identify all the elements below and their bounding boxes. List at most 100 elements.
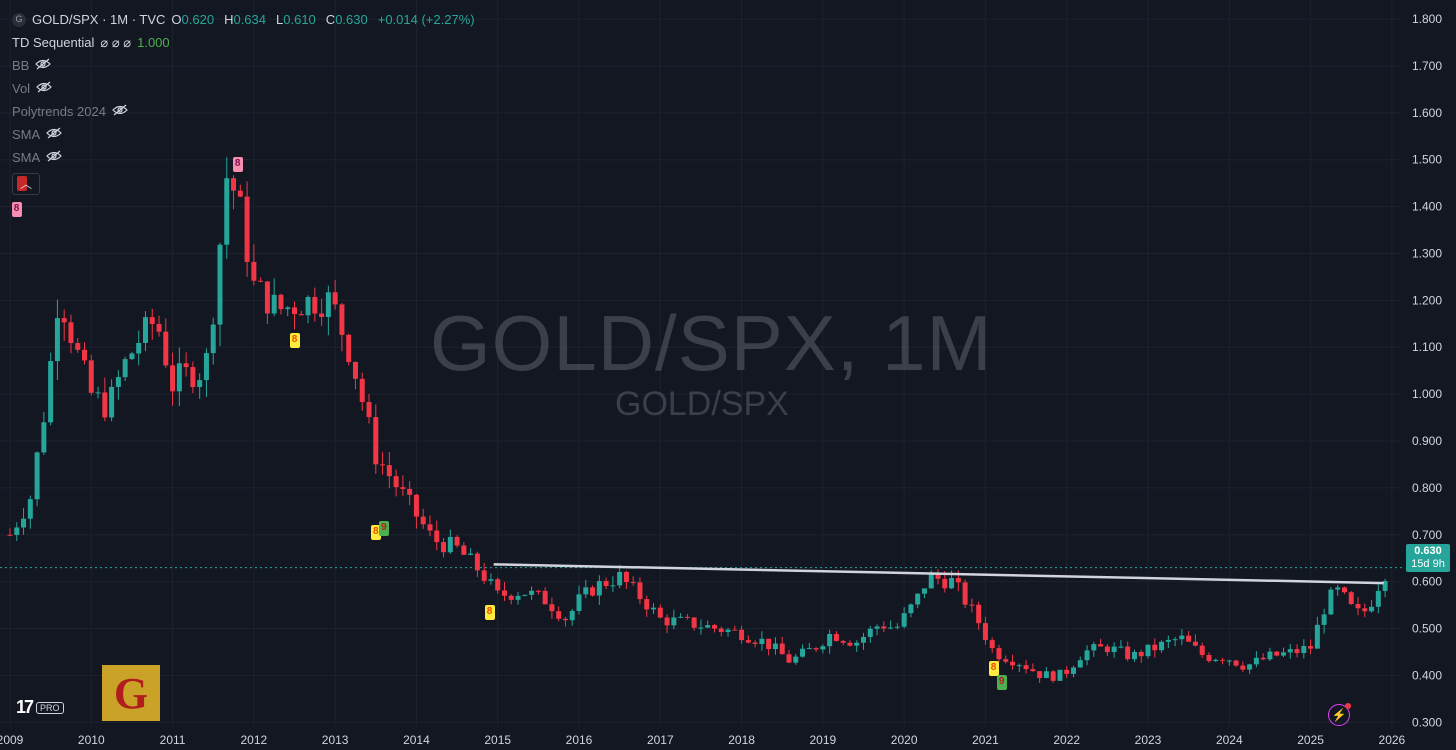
chart-legend: G GOLD/SPX · 1M · TVC O0.620 H0.634 L0.6…	[12, 8, 475, 195]
candle	[596, 575, 602, 605]
candle	[1179, 629, 1185, 646]
candle	[1369, 600, 1375, 613]
candle	[833, 631, 839, 642]
candle	[739, 625, 745, 644]
td-count-label: 9	[996, 675, 1007, 691]
candle	[1118, 640, 1124, 649]
y-tick-label: 1.500	[1412, 153, 1442, 167]
candle	[711, 623, 717, 633]
candle	[88, 354, 94, 396]
lightning-icon[interactable]: ⚡	[1328, 703, 1351, 726]
eye-slash-icon[interactable]	[35, 54, 52, 77]
candle	[54, 299, 60, 381]
indicator-sma[interactable]: SMA	[12, 146, 475, 169]
candle	[210, 317, 216, 365]
notification-dot	[1345, 703, 1351, 709]
y-tick-label: 1.700	[1412, 59, 1442, 73]
candle	[766, 638, 772, 656]
candle	[962, 579, 968, 609]
indicator-td-sequential[interactable]: TD Sequential ⌀ ⌀ ⌀ 1.000	[12, 31, 475, 54]
y-tick-label: 0.700	[1412, 528, 1442, 542]
ohlc-high: H0.634	[224, 12, 267, 27]
candle	[1050, 670, 1056, 683]
candle	[1267, 647, 1273, 662]
candle	[102, 377, 108, 422]
candle	[237, 184, 243, 198]
candle	[501, 582, 507, 602]
candle	[461, 542, 467, 556]
indicator-label: Vol	[12, 81, 31, 96]
candle	[434, 520, 440, 551]
candle	[508, 594, 514, 605]
candle	[793, 653, 799, 665]
y-tick-label: 1.600	[1412, 106, 1442, 120]
candle	[657, 604, 663, 619]
candle	[969, 598, 975, 613]
candle	[1064, 666, 1070, 679]
symbol-watermark-sub: GOLD/SPX	[615, 385, 789, 423]
candle	[1030, 663, 1036, 672]
candle	[1016, 663, 1022, 673]
candle	[779, 636, 785, 655]
tv-mark: 17	[16, 697, 34, 717]
x-tick-label: 2024	[1216, 733, 1243, 747]
candle	[75, 338, 81, 353]
y-tick-label: 1.400	[1412, 200, 1442, 214]
symbol-title[interactable]: GOLD/SPX · 1M · TVC	[32, 12, 166, 27]
y-tick-label: 0.300	[1412, 715, 1442, 729]
candle	[305, 295, 311, 324]
y-tick-label: 0.500	[1412, 622, 1442, 636]
eye-slash-icon[interactable]	[112, 100, 128, 123]
candle	[1043, 666, 1049, 679]
indicator-label: SMA	[12, 127, 41, 142]
candle	[1280, 647, 1286, 658]
candle	[630, 576, 636, 586]
candle	[1301, 639, 1307, 659]
candle	[34, 451, 40, 507]
candle	[576, 585, 582, 615]
candle	[1226, 659, 1232, 666]
candle	[183, 352, 189, 377]
candle	[468, 548, 474, 556]
ohlc-close: C0.630	[325, 12, 368, 27]
x-tick-label: 2013	[322, 733, 349, 747]
candle	[224, 157, 230, 259]
symbol-header[interactable]: G GOLD/SPX · 1M · TVC O0.620 H0.634 L0.6…	[12, 8, 475, 31]
candle	[41, 411, 47, 455]
indicator-polytrends-2024[interactable]: Polytrends 2024	[12, 100, 475, 123]
candle	[1375, 582, 1381, 614]
indicator-label: SMA	[12, 150, 41, 165]
y-tick-label: 1.000	[1412, 387, 1442, 401]
indicator-label: Polytrends 2024	[12, 104, 106, 119]
indicator-bb[interactable]: BB	[12, 54, 475, 77]
eye-slash-icon[interactable]	[46, 146, 63, 169]
collapse-legend-button[interactable]: ︿	[12, 173, 40, 195]
x-tick-label: 2009	[0, 733, 24, 747]
candle	[617, 564, 623, 589]
indicator-sma[interactable]: SMA	[12, 123, 475, 146]
candle	[129, 351, 135, 360]
candle	[1023, 660, 1029, 674]
indicator-vol[interactable]: Vol	[12, 77, 475, 100]
candle	[867, 625, 873, 643]
candles	[7, 157, 1388, 683]
candle	[488, 573, 494, 585]
y-tick-label: 0.800	[1412, 481, 1442, 495]
candle	[989, 637, 995, 653]
candle	[278, 293, 284, 315]
candle	[1348, 591, 1354, 606]
tradingview-logo[interactable]: 17 PRO	[16, 697, 64, 718]
candle	[217, 242, 223, 347]
candle	[1125, 641, 1131, 662]
candle	[190, 361, 196, 394]
candle	[786, 649, 792, 664]
candle	[1308, 639, 1314, 655]
candle	[725, 627, 731, 637]
eye-slash-icon[interactable]	[36, 77, 52, 100]
eye-slash-icon[interactable]	[46, 123, 63, 146]
candle	[691, 617, 697, 631]
candle	[82, 342, 88, 365]
candle	[149, 308, 155, 340]
td-count-label: 8	[484, 605, 495, 621]
